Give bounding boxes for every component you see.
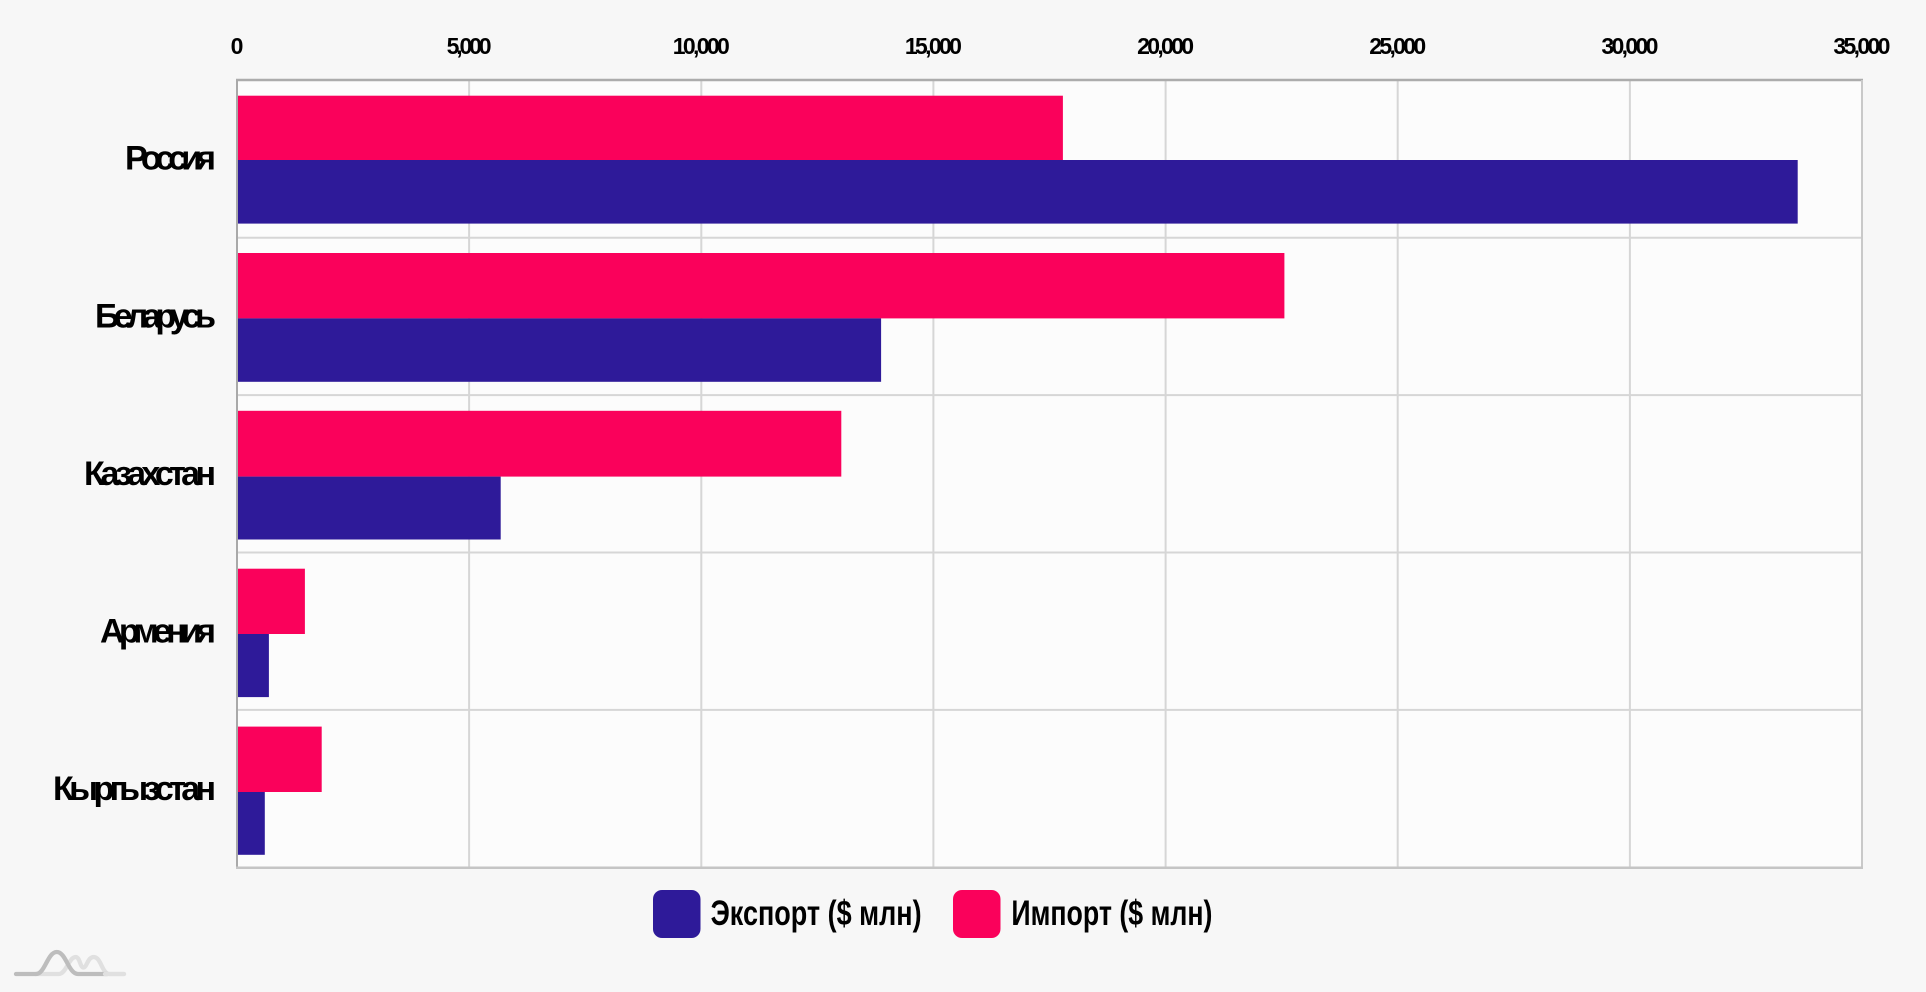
svg-text:Кыргызстан: Кыргызстан <box>53 770 216 808</box>
svg-text:30,000: 30,000 <box>1601 33 1658 59</box>
svg-text:5,000: 5,000 <box>447 33 492 59</box>
svg-text:20,000: 20,000 <box>1137 33 1194 59</box>
svg-text:Казахстан: Казахстан <box>84 455 216 493</box>
svg-text:0: 0 <box>231 33 244 59</box>
svg-text:Экспорт ($ млн): Экспорт ($ млн) <box>711 894 922 933</box>
svg-text:Армения: Армения <box>100 613 216 651</box>
svg-text:35,000: 35,000 <box>1833 33 1890 59</box>
svg-text:10,000: 10,000 <box>673 33 730 59</box>
svg-text:25,000: 25,000 <box>1369 33 1426 59</box>
svg-text:Беларусь: Беларусь <box>95 297 216 335</box>
svg-text:Россия: Россия <box>125 140 216 178</box>
svg-text:Импорт ($ млн): Импорт ($ млн) <box>1011 894 1212 933</box>
svg-text:15,000: 15,000 <box>905 33 962 59</box>
